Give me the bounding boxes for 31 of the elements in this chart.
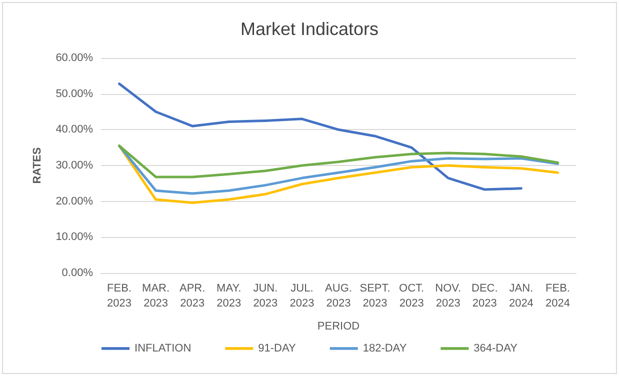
line-series <box>118 82 522 191</box>
x-tick-label: APR. 2023 <box>180 282 206 310</box>
line-series <box>118 144 559 195</box>
line-series <box>118 144 559 178</box>
x-tick-label: AUG. 2023 <box>325 282 352 310</box>
legend-label: 91-DAY <box>258 342 297 354</box>
x-tick-label: MAR. 2023 <box>142 282 170 310</box>
x-tick-label: DEC. 2023 <box>472 282 498 310</box>
legend-label: 182-DAY <box>362 342 408 354</box>
y-tick-label: 10.00% <box>56 231 94 244</box>
legend-label: 364-DAY <box>474 342 518 354</box>
y-tick-label: 30.00% <box>56 160 94 172</box>
y-tick-label: 60.00% <box>56 52 94 64</box>
x-tick-label: JUN. 2023 <box>253 282 278 310</box>
x-tick-label: SEPT. 2023 <box>360 282 390 310</box>
y-tick-label: 20.00% <box>56 195 94 208</box>
chart-title: Market Indicators <box>240 19 379 39</box>
x-tick-label: JAN. 2024 <box>508 282 534 310</box>
y-tick-label: 40.00% <box>56 124 94 136</box>
legend-label: INFLATION <box>134 342 192 354</box>
x-tick-label: JUL. 2023 <box>290 282 314 310</box>
y-tick-label: 50.00% <box>56 88 94 100</box>
y-axis-title: RATES <box>32 147 44 184</box>
x-tick-label: OCT. 2023 <box>399 282 424 310</box>
y-tick-label: 0.00% <box>62 267 94 279</box>
x-tick-label: FEB. 2023 <box>107 282 132 310</box>
x-axis-title: PERIOD <box>317 320 360 332</box>
x-tick-label: FEB. 2024 <box>545 282 570 310</box>
x-tick-label: MAY. 2023 <box>216 282 242 310</box>
x-tick-label: NOV. 2023 <box>435 282 462 310</box>
line-series <box>118 144 559 204</box>
